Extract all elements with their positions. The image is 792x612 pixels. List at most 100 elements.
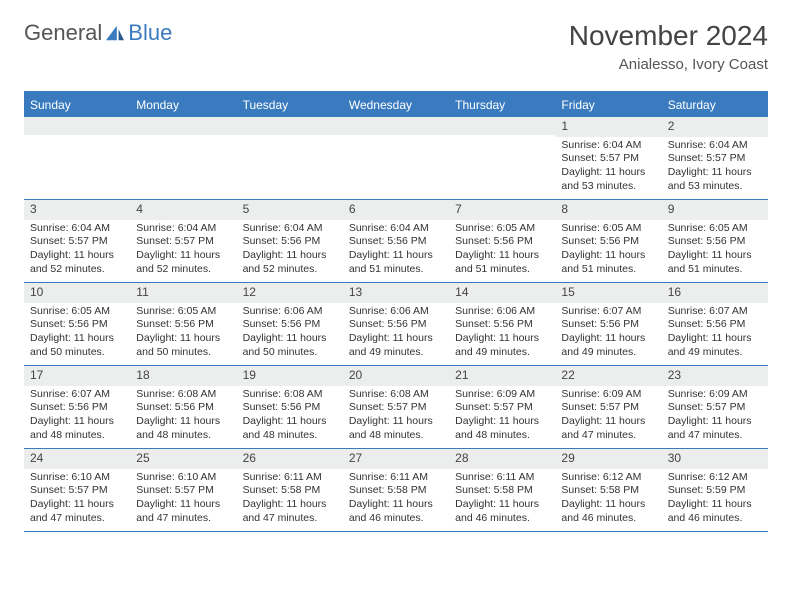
- daylight-text: Daylight: 11 hours: [668, 166, 762, 180]
- day-number: 1: [555, 117, 661, 137]
- week-row: 10Sunrise: 6:05 AMSunset: 5:56 PMDayligh…: [24, 283, 768, 366]
- sunset-text: Sunset: 5:58 PM: [561, 484, 655, 498]
- day-body: Sunrise: 6:04 AMSunset: 5:57 PMDaylight:…: [130, 220, 236, 281]
- day-number: 27: [343, 449, 449, 469]
- sunrise-text: Sunrise: 6:09 AM: [668, 388, 762, 402]
- daylight-text: Daylight: 11 hours: [136, 249, 230, 263]
- daylight-text: and 50 minutes.: [136, 346, 230, 360]
- daylight-text: Daylight: 11 hours: [30, 498, 124, 512]
- daylight-text: Daylight: 11 hours: [349, 249, 443, 263]
- day-number: 20: [343, 366, 449, 386]
- daylight-text: and 53 minutes.: [668, 180, 762, 194]
- daylight-text: and 46 minutes.: [455, 512, 549, 526]
- daylight-text: Daylight: 11 hours: [668, 415, 762, 429]
- sunset-text: Sunset: 5:58 PM: [243, 484, 337, 498]
- sunset-text: Sunset: 5:57 PM: [349, 401, 443, 415]
- day-cell: 12Sunrise: 6:06 AMSunset: 5:56 PMDayligh…: [237, 283, 343, 365]
- weekday-label: Saturday: [662, 93, 768, 117]
- day-cell: 28Sunrise: 6:11 AMSunset: 5:58 PMDayligh…: [449, 449, 555, 531]
- day-number: 30: [662, 449, 768, 469]
- day-body: Sunrise: 6:07 AMSunset: 5:56 PMDaylight:…: [555, 303, 661, 364]
- day-cell: 29Sunrise: 6:12 AMSunset: 5:58 PMDayligh…: [555, 449, 661, 531]
- sunrise-text: Sunrise: 6:05 AM: [561, 222, 655, 236]
- sunrise-text: Sunrise: 6:11 AM: [455, 471, 549, 485]
- day-body: Sunrise: 6:05 AMSunset: 5:56 PMDaylight:…: [130, 303, 236, 364]
- sunset-text: Sunset: 5:57 PM: [30, 235, 124, 249]
- daylight-text: and 53 minutes.: [561, 180, 655, 194]
- daylight-text: and 46 minutes.: [349, 512, 443, 526]
- day-body: Sunrise: 6:11 AMSunset: 5:58 PMDaylight:…: [343, 469, 449, 530]
- day-cell: 27Sunrise: 6:11 AMSunset: 5:58 PMDayligh…: [343, 449, 449, 531]
- weekday-row: SundayMondayTuesdayWednesdayThursdayFrid…: [24, 93, 768, 117]
- sunrise-text: Sunrise: 6:07 AM: [30, 388, 124, 402]
- day-number: 15: [555, 283, 661, 303]
- daylight-text: Daylight: 11 hours: [561, 415, 655, 429]
- day-cell: 4Sunrise: 6:04 AMSunset: 5:57 PMDaylight…: [130, 200, 236, 282]
- sunset-text: Sunset: 5:57 PM: [561, 401, 655, 415]
- day-body: Sunrise: 6:09 AMSunset: 5:57 PMDaylight:…: [555, 386, 661, 447]
- day-cell: 21Sunrise: 6:09 AMSunset: 5:57 PMDayligh…: [449, 366, 555, 448]
- day-cell: 22Sunrise: 6:09 AMSunset: 5:57 PMDayligh…: [555, 366, 661, 448]
- day-number: 21: [449, 366, 555, 386]
- sunrise-text: Sunrise: 6:12 AM: [668, 471, 762, 485]
- day-cell: 17Sunrise: 6:07 AMSunset: 5:56 PMDayligh…: [24, 366, 130, 448]
- day-cell: 25Sunrise: 6:10 AMSunset: 5:57 PMDayligh…: [130, 449, 236, 531]
- daylight-text: Daylight: 11 hours: [243, 498, 337, 512]
- daylight-text: and 47 minutes.: [243, 512, 337, 526]
- day-body: Sunrise: 6:08 AMSunset: 5:56 PMDaylight:…: [130, 386, 236, 447]
- daylight-text: Daylight: 11 hours: [668, 498, 762, 512]
- sunrise-text: Sunrise: 6:09 AM: [455, 388, 549, 402]
- daylight-text: and 51 minutes.: [668, 263, 762, 277]
- day-cell: 19Sunrise: 6:08 AMSunset: 5:56 PMDayligh…: [237, 366, 343, 448]
- logo: General Blue: [24, 20, 172, 46]
- daylight-text: Daylight: 11 hours: [349, 415, 443, 429]
- day-number: 29: [555, 449, 661, 469]
- day-cell: 14Sunrise: 6:06 AMSunset: 5:56 PMDayligh…: [449, 283, 555, 365]
- day-body: Sunrise: 6:08 AMSunset: 5:56 PMDaylight:…: [237, 386, 343, 447]
- location: Anialesso, Ivory Coast: [569, 56, 768, 73]
- day-number: 9: [662, 200, 768, 220]
- sunrise-text: Sunrise: 6:04 AM: [668, 139, 762, 153]
- daylight-text: and 49 minutes.: [668, 346, 762, 360]
- daylight-text: and 47 minutes.: [561, 429, 655, 443]
- sunset-text: Sunset: 5:56 PM: [349, 235, 443, 249]
- daylight-text: and 48 minutes.: [243, 429, 337, 443]
- day-body: Sunrise: 6:07 AMSunset: 5:56 PMDaylight:…: [662, 303, 768, 364]
- day-body: Sunrise: 6:08 AMSunset: 5:57 PMDaylight:…: [343, 386, 449, 447]
- daylight-text: and 49 minutes.: [561, 346, 655, 360]
- day-body: Sunrise: 6:04 AMSunset: 5:56 PMDaylight:…: [237, 220, 343, 281]
- sunrise-text: Sunrise: 6:04 AM: [561, 139, 655, 153]
- weekday-label: Wednesday: [343, 93, 449, 117]
- day-cell: 15Sunrise: 6:07 AMSunset: 5:56 PMDayligh…: [555, 283, 661, 365]
- day-number: 5: [237, 200, 343, 220]
- day-number: 11: [130, 283, 236, 303]
- daylight-text: and 48 minutes.: [349, 429, 443, 443]
- day-cell: 6Sunrise: 6:04 AMSunset: 5:56 PMDaylight…: [343, 200, 449, 282]
- daylight-text: Daylight: 11 hours: [561, 498, 655, 512]
- day-cell: 13Sunrise: 6:06 AMSunset: 5:56 PMDayligh…: [343, 283, 449, 365]
- daylight-text: Daylight: 11 hours: [349, 498, 443, 512]
- day-cell: 26Sunrise: 6:11 AMSunset: 5:58 PMDayligh…: [237, 449, 343, 531]
- day-cell: 18Sunrise: 6:08 AMSunset: 5:56 PMDayligh…: [130, 366, 236, 448]
- sunset-text: Sunset: 5:56 PM: [561, 235, 655, 249]
- sunrise-text: Sunrise: 6:08 AM: [349, 388, 443, 402]
- daylight-text: and 48 minutes.: [455, 429, 549, 443]
- empty-day-number: [343, 117, 449, 135]
- sunset-text: Sunset: 5:57 PM: [30, 484, 124, 498]
- day-body: Sunrise: 6:09 AMSunset: 5:57 PMDaylight:…: [662, 386, 768, 447]
- daylight-text: and 49 minutes.: [455, 346, 549, 360]
- header: General Blue November 2024 Anialesso, Iv…: [24, 20, 768, 73]
- daylight-text: Daylight: 11 hours: [243, 332, 337, 346]
- day-body: Sunrise: 6:05 AMSunset: 5:56 PMDaylight:…: [555, 220, 661, 281]
- day-cell: [130, 117, 236, 199]
- sunrise-text: Sunrise: 6:04 AM: [349, 222, 443, 236]
- weekday-label: Tuesday: [237, 93, 343, 117]
- day-body: Sunrise: 6:10 AMSunset: 5:57 PMDaylight:…: [24, 469, 130, 530]
- weekday-label: Thursday: [449, 93, 555, 117]
- sunrise-text: Sunrise: 6:10 AM: [136, 471, 230, 485]
- sunrise-text: Sunrise: 6:08 AM: [243, 388, 337, 402]
- daylight-text: Daylight: 11 hours: [668, 332, 762, 346]
- daylight-text: Daylight: 11 hours: [455, 249, 549, 263]
- sunset-text: Sunset: 5:56 PM: [561, 318, 655, 332]
- day-cell: [237, 117, 343, 199]
